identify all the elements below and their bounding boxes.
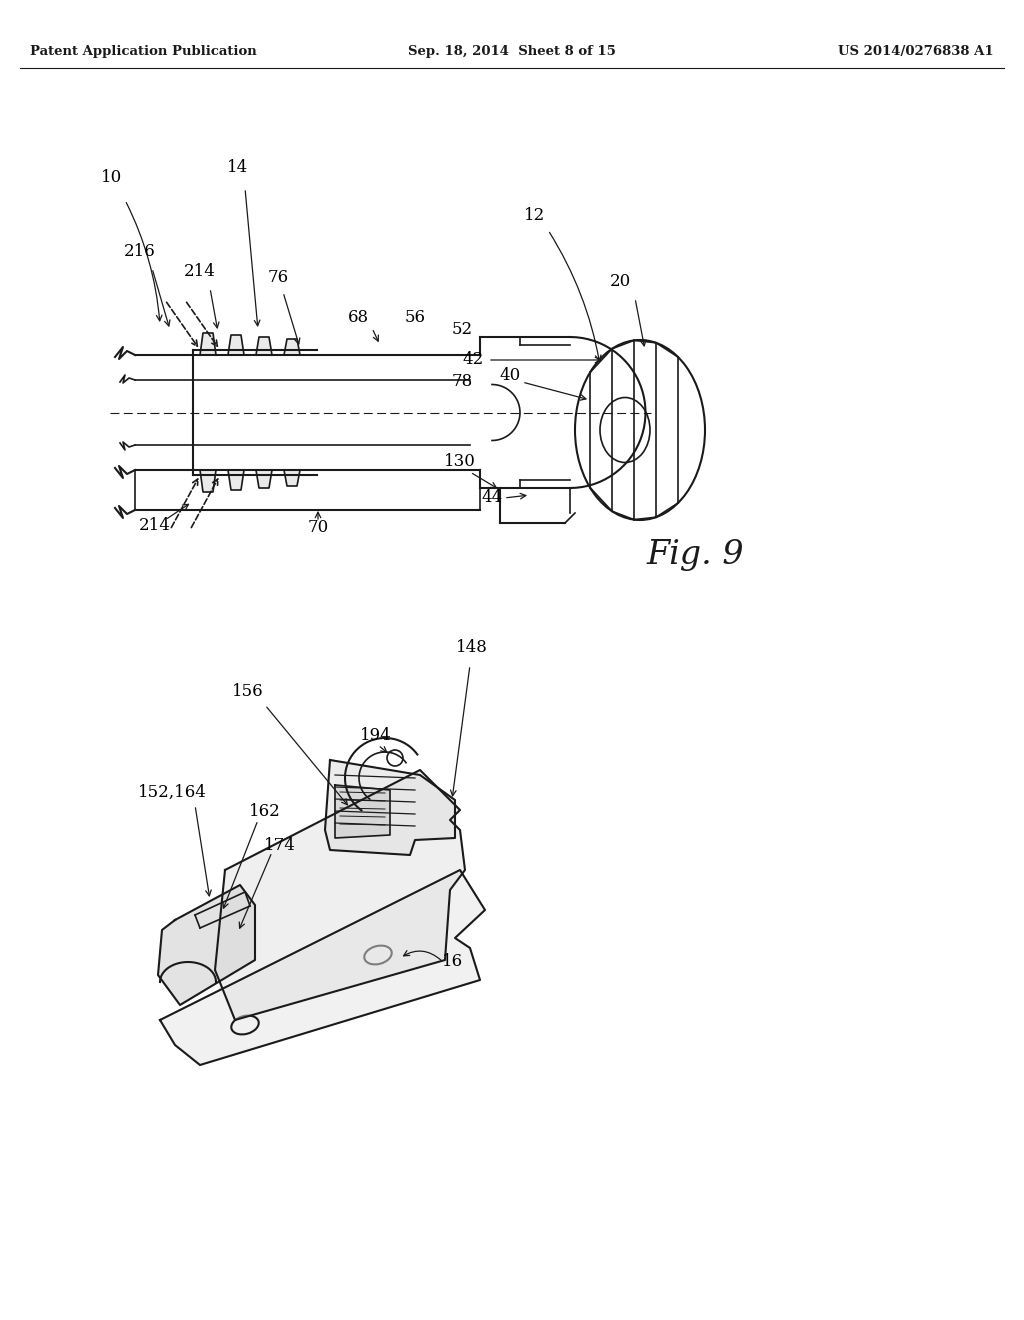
Text: 214: 214 — [184, 264, 216, 281]
Text: 68: 68 — [347, 309, 369, 326]
Polygon shape — [228, 470, 244, 490]
Text: 40: 40 — [500, 367, 520, 384]
Text: 130: 130 — [444, 454, 476, 470]
Polygon shape — [228, 335, 244, 355]
Text: 56: 56 — [404, 309, 426, 326]
Polygon shape — [325, 760, 455, 855]
Text: 42: 42 — [463, 351, 483, 368]
Text: 14: 14 — [227, 160, 249, 177]
Polygon shape — [160, 870, 485, 1065]
Text: 12: 12 — [524, 206, 546, 223]
Polygon shape — [335, 785, 390, 838]
Polygon shape — [158, 884, 255, 1005]
Polygon shape — [256, 470, 272, 488]
Text: 20: 20 — [609, 273, 631, 290]
Text: 78: 78 — [452, 374, 473, 391]
Text: 194: 194 — [360, 726, 392, 743]
Polygon shape — [284, 339, 300, 355]
Polygon shape — [200, 333, 216, 355]
Polygon shape — [215, 770, 465, 1020]
Text: 162: 162 — [249, 804, 281, 821]
Text: 44: 44 — [481, 490, 503, 507]
Text: 10: 10 — [101, 169, 123, 186]
Polygon shape — [256, 337, 272, 355]
Polygon shape — [284, 470, 300, 486]
Text: 76: 76 — [267, 269, 289, 286]
Text: Fig. 9: Fig. 9 — [646, 539, 743, 572]
Text: 216: 216 — [124, 243, 156, 260]
Text: 16: 16 — [442, 953, 464, 970]
Text: 174: 174 — [264, 837, 296, 854]
Text: Sep. 18, 2014  Sheet 8 of 15: Sep. 18, 2014 Sheet 8 of 15 — [408, 45, 616, 58]
Text: 52: 52 — [452, 322, 472, 338]
Text: 156: 156 — [232, 684, 264, 701]
Text: 214: 214 — [139, 516, 171, 533]
Text: 70: 70 — [307, 520, 329, 536]
Text: 148: 148 — [456, 639, 488, 656]
Text: US 2014/0276838 A1: US 2014/0276838 A1 — [839, 45, 994, 58]
Polygon shape — [200, 470, 216, 492]
Text: 152,164: 152,164 — [137, 784, 207, 800]
Text: Patent Application Publication: Patent Application Publication — [30, 45, 257, 58]
